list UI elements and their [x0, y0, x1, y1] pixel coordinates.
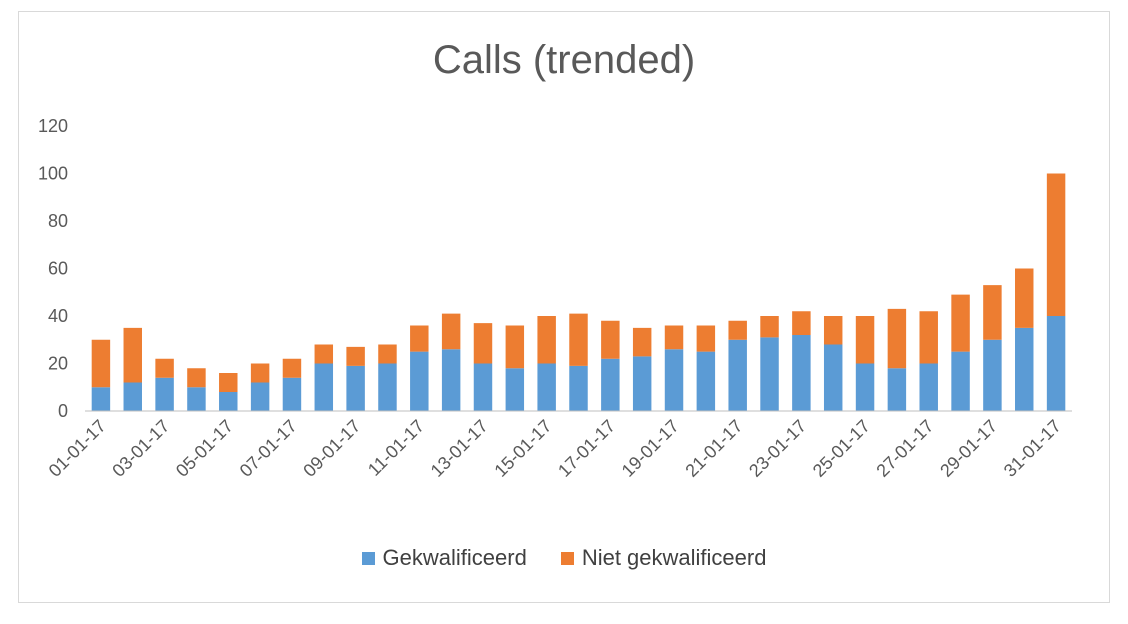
bar-niet-gekwalificeerd: [569, 313, 588, 366]
x-tick-label: 29-01-17: [936, 416, 1001, 481]
bar-niet-gekwalificeerd: [250, 363, 270, 383]
bar-gekwalificeerd: [282, 377, 302, 411]
x-tick-label: 27-01-17: [872, 416, 937, 481]
bar-gekwalificeerd: [187, 387, 206, 411]
x-tick-label: 15-01-17: [490, 416, 555, 481]
bar-niet-gekwalificeerd: [983, 285, 1002, 340]
bar-niet-gekwalificeerd: [1015, 268, 1034, 328]
x-tick-label: 25-01-17: [809, 416, 874, 481]
bar-gekwalificeerd: [410, 351, 429, 411]
bar-niet-gekwalificeerd: [728, 320, 747, 340]
y-tick-label: 100: [38, 164, 68, 184]
x-tick-label: 31-01-17: [1000, 416, 1065, 481]
x-tick-label: 11-01-17: [364, 416, 428, 480]
legend-label-niet-gekwalificeerd: Niet gekwalificeerd: [581, 545, 767, 570]
x-tick-label: 17-01-17: [554, 416, 619, 481]
bar-niet-gekwalificeerd: [664, 325, 684, 350]
y-tick-label: 120: [38, 116, 68, 136]
bar-gekwalificeerd: [346, 365, 365, 411]
legend-label-gekwalificeerd: Gekwalificeerd: [382, 545, 527, 570]
x-tick-label: 01-01-17: [45, 416, 110, 481]
bar-niet-gekwalificeerd: [441, 313, 461, 350]
chart-title: Calls (trended): [432, 38, 696, 82]
x-tick-label: 07-01-17: [236, 416, 301, 481]
y-tick-label: 0: [58, 401, 68, 421]
bar-gekwalificeerd: [219, 392, 238, 411]
bar-niet-gekwalificeerd: [919, 311, 938, 364]
bar-gekwalificeerd: [887, 368, 907, 411]
bar-gekwalificeerd: [855, 363, 875, 411]
legend-swatch-niet-gekwalificeerd: [560, 551, 574, 565]
bar-gekwalificeerd: [728, 339, 747, 411]
bar-niet-gekwalificeerd: [473, 323, 493, 364]
x-tick-label: 19-01-17: [618, 416, 683, 481]
legend-item-gekwalificeerd: Gekwalificeerd: [361, 545, 527, 571]
bar-niet-gekwalificeerd: [155, 358, 174, 378]
bar-niet-gekwalificeerd: [823, 316, 843, 345]
bar-niet-gekwalificeerd: [537, 316, 556, 364]
bar-gekwalificeerd: [378, 363, 397, 411]
bar-niet-gekwalificeerd: [760, 316, 779, 338]
bar-gekwalificeerd: [1046, 316, 1066, 411]
bar-gekwalificeerd: [569, 365, 588, 411]
bar-niet-gekwalificeerd: [792, 311, 811, 335]
bar-niet-gekwalificeerd: [632, 327, 652, 357]
bar-niet-gekwalificeerd: [951, 294, 970, 352]
x-tick-label: 03-01-17: [108, 416, 173, 481]
x-tick-label: 21-01-17: [681, 416, 746, 481]
y-tick-label: 60: [48, 259, 68, 279]
bar-niet-gekwalificeerd: [123, 327, 142, 383]
y-tick-label: 40: [48, 306, 68, 326]
bar-gekwalificeerd: [601, 358, 620, 411]
bar-niet-gekwalificeerd: [282, 358, 302, 378]
bar-gekwalificeerd: [314, 363, 334, 411]
bar-gekwalificeerd: [91, 387, 111, 411]
bar-gekwalificeerd: [1015, 327, 1034, 411]
bar-gekwalificeerd: [505, 368, 525, 411]
legend-swatch-gekwalificeerd: [361, 551, 375, 565]
x-tick-label: 23-01-17: [745, 416, 810, 481]
bar-niet-gekwalificeerd: [410, 325, 429, 352]
bar-gekwalificeerd: [664, 349, 684, 411]
bar-gekwalificeerd: [250, 382, 270, 411]
bar-gekwalificeerd: [760, 337, 779, 411]
y-tick-label: 80: [48, 211, 68, 231]
bar-gekwalificeerd: [632, 356, 652, 411]
x-tick-label: 05-01-17: [172, 416, 237, 481]
bar-niet-gekwalificeerd: [1046, 173, 1066, 316]
bar-niet-gekwalificeerd: [219, 373, 238, 392]
bar-niet-gekwalificeerd: [346, 346, 365, 366]
bar-gekwalificeerd: [537, 363, 556, 411]
bar-gekwalificeerd: [983, 339, 1002, 411]
bar-niet-gekwalificeerd: [887, 308, 907, 369]
bar-gekwalificeerd: [792, 335, 811, 411]
bar-niet-gekwalificeerd: [696, 325, 716, 352]
bar-niet-gekwalificeerd: [91, 339, 111, 388]
bar-gekwalificeerd: [919, 363, 938, 411]
bar-gekwalificeerd: [441, 349, 461, 411]
bar-gekwalificeerd: [823, 344, 843, 411]
y-tick-label: 20: [48, 354, 68, 374]
bar-niet-gekwalificeerd: [378, 344, 397, 364]
legend-item-niet-gekwalificeerd: Niet gekwalificeerd: [560, 545, 767, 571]
bar-niet-gekwalificeerd: [505, 325, 525, 369]
bar-gekwalificeerd: [123, 382, 142, 411]
chart-frame: [18, 11, 1110, 603]
bar-gekwalificeerd: [473, 363, 493, 411]
x-tick-label: 09-01-17: [299, 416, 364, 481]
bar-niet-gekwalificeerd: [314, 344, 334, 364]
bar-niet-gekwalificeerd: [601, 320, 620, 359]
x-tick-label: 13-01-17: [427, 416, 492, 481]
bar-gekwalificeerd: [696, 351, 716, 411]
bar-niet-gekwalificeerd: [855, 316, 875, 364]
bar-niet-gekwalificeerd: [187, 368, 206, 388]
chart-legend: Gekwalificeerd Niet gekwalificeerd: [0, 545, 1128, 571]
bar-gekwalificeerd: [951, 351, 970, 411]
bar-gekwalificeerd: [155, 377, 174, 411]
